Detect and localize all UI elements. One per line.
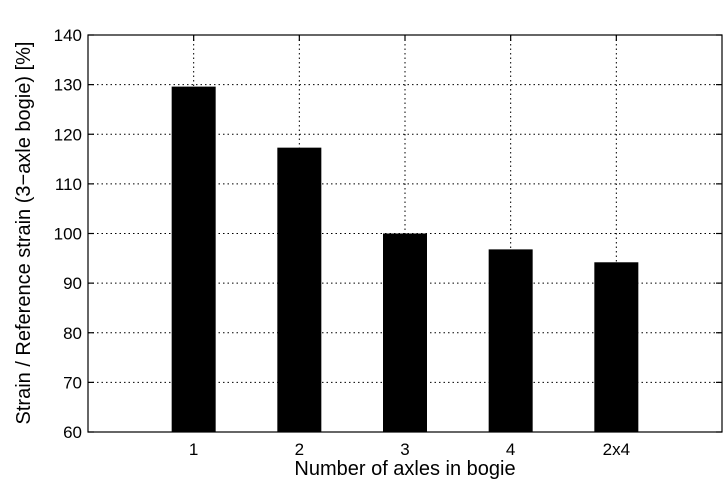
bars (171, 86, 639, 433)
y-tick-label: 100 (54, 225, 82, 244)
x-tick-label: 2x4 (603, 440, 630, 459)
bar (171, 86, 216, 433)
y-tick-label: 90 (63, 274, 82, 293)
y-tick-label: 110 (55, 175, 82, 194)
y-tick-label: 140 (54, 26, 82, 45)
tick-labels: 60 70 80 90 100 110 120 130 140 1 2 3 4 2x4 (54, 26, 630, 459)
x-tick-label: 3 (400, 440, 409, 459)
y-axis-label: Strain / Reference strain (3−axle bogie)… (13, 42, 35, 425)
x-tick-label: 4 (506, 440, 515, 459)
x-tick-label: 1 (189, 440, 198, 459)
y-tick-label: 70 (63, 373, 82, 392)
x-tick-label: 2 (295, 440, 304, 459)
bar (488, 249, 533, 432)
bar (594, 262, 639, 432)
y-tick-label: 130 (54, 76, 82, 95)
y-tick-label: 80 (63, 324, 82, 343)
x-axis-label: Number of axles in bogie (294, 458, 515, 479)
y-tick-label: 120 (54, 125, 82, 144)
bar (383, 233, 427, 432)
axis-ticks (88, 34, 722, 433)
y-tick-label: 60 (63, 423, 82, 442)
bar (277, 147, 322, 432)
